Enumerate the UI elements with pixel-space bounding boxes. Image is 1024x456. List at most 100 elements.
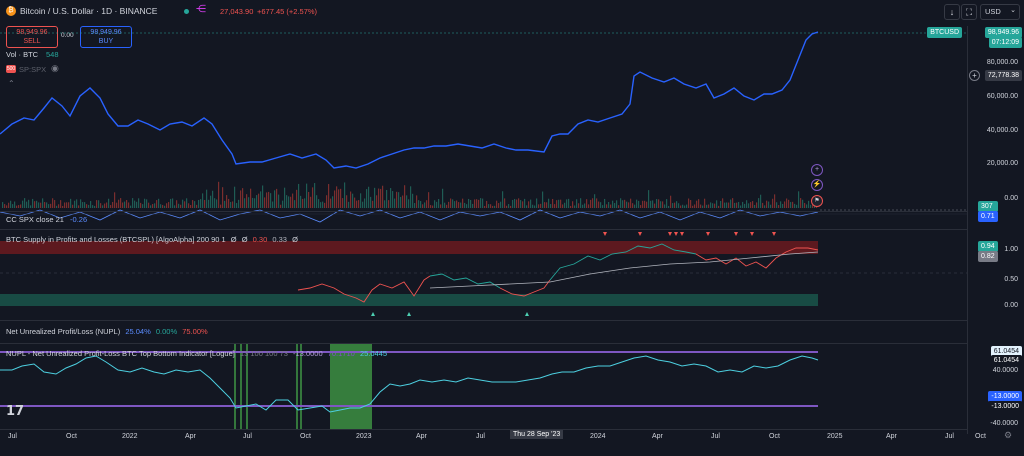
nupl-line <box>0 355 819 413</box>
price-label-0: 0.00 <box>1004 195 1018 202</box>
nupl-tb-title: NUPL - Net Unrealized Profit-Loss BTC To… <box>6 349 235 358</box>
pane-separator-4[interactable] <box>0 343 968 344</box>
time-label-oct21: Oct <box>66 433 77 440</box>
capitulation-zone-1 <box>330 344 372 430</box>
cc-value: -0.26 <box>70 215 88 224</box>
spl-green-line-2 <box>549 243 697 281</box>
time-label-jul22: Jul <box>243 433 252 440</box>
time-label-2025: 2025 <box>827 433 843 440</box>
us-flag-icon[interactable]: ⚑ <box>811 195 823 207</box>
capitulation-zone-lines <box>234 344 302 430</box>
pane-separator-3[interactable] <box>0 320 968 321</box>
symbol-title[interactable]: Bitcoin / U.S. Dollar · 1D · BINANCE <box>20 6 158 16</box>
pane-separator-2[interactable] <box>0 229 968 230</box>
lightning-icon[interactable]: ⚡ <box>811 179 823 191</box>
nupl-legend[interactable]: Net Unrealized Profit/Loss (NUPL) 25.04%… <box>6 327 208 336</box>
symbol-tag: BTCUSD <box>927 27 962 38</box>
btc-price-line <box>0 31 819 169</box>
crosshair-plus-icon[interactable]: + <box>969 70 980 81</box>
add-alert-icon[interactable]: + <box>811 164 823 176</box>
nupl-tb-value-3: 25.0445 <box>359 349 388 358</box>
compare-symbols-icon[interactable]: ⋲ <box>196 4 206 15</box>
spl-green-line <box>429 273 501 289</box>
cc-legend[interactable]: CC SPX close 21 -0.26 <box>6 215 87 224</box>
time-label-jul24: Jul <box>711 433 720 440</box>
crosshair-date-tag: Thu 28 Sep '23 <box>510 430 564 439</box>
nupl-tb-value-1: -13.0000 <box>293 349 323 358</box>
price-label-40000: 40,000.00 <box>986 127 1018 134</box>
bitcoin-logo-icon: ₿ <box>6 6 16 16</box>
cc-label: CC SPX close 21 <box>6 215 64 224</box>
spl-axis-2: 0.50 <box>1004 276 1018 283</box>
price-label-80000: 80,000.00 <box>986 59 1018 66</box>
download-icon[interactable]: ↓ <box>944 4 960 20</box>
spx-legend-label[interactable]: SP:SPX <box>19 65 47 74</box>
cc-tag: 0.71 <box>978 211 998 222</box>
spl-value-3: 0.30 <box>252 235 268 244</box>
spl-tag-1: 0.94 <box>978 241 998 252</box>
fullscreen-icon[interactable]: ⛶ <box>961 4 977 20</box>
settings-gear-icon[interactable]: ⚙ <box>1004 430 1013 440</box>
collapse-legend-icon[interactable]: ⌃ <box>8 79 15 88</box>
chevron-down-icon: ⌄ <box>1010 7 1016 14</box>
nupl-tb-params: 13 100 100 73 <box>239 349 288 358</box>
spl-red-line-2 <box>499 279 551 297</box>
nupl-value-1: 25.04% <box>125 327 151 336</box>
nupl-tb-value-2: 70.1710 <box>327 349 355 358</box>
spl-top-band <box>0 241 818 254</box>
time-label-apr25: Apr <box>886 433 897 440</box>
nupl-bottom-tag: -13.0000 <box>988 391 1022 402</box>
nupl-value-2: 0.00% <box>155 327 178 336</box>
time-label-oct25: Oct <box>975 433 986 440</box>
spl-red-line <box>297 275 431 303</box>
spl-red-line-3 <box>695 247 819 269</box>
nupl-bottom-tag-2: -13.0000 <box>988 401 1022 412</box>
time-label-oct22: Oct <box>300 433 311 440</box>
time-axis[interactable] <box>0 429 968 448</box>
time-label-2024: 2024 <box>590 433 606 440</box>
nupl-tb-legend[interactable]: NUPL - Net Unrealized Profit-Loss BTC To… <box>6 349 387 358</box>
ohlc-change: +677.45 (+2.57%) <box>257 7 318 16</box>
spl-axis-1: 1.00 <box>1004 246 1018 253</box>
spl-bottom-band <box>0 294 818 306</box>
crosshair-price-tag: 72,778.38 <box>984 70 1022 81</box>
buy-button[interactable]: 98,949.96 BUY <box>80 26 132 48</box>
time-label-jul23: Jul <box>476 433 485 440</box>
spl-value-2: Ø <box>241 235 248 244</box>
sell-label: SELL <box>23 38 41 45</box>
time-label-2023: 2023 <box>356 433 372 440</box>
volume-legend-value: 548 <box>46 50 59 59</box>
volume-tag: 307 <box>978 201 998 212</box>
tradingview-logo-icon[interactable]: 17 <box>6 404 25 419</box>
spl-axis-3: 0.00 <box>1004 302 1018 309</box>
time-label-oct24: Oct <box>769 433 780 440</box>
last-price-tag: 98,949.96 <box>984 27 1022 38</box>
pane-separator-1[interactable] <box>0 211 968 212</box>
time-label-jul21: Jul <box>8 433 17 440</box>
sell-button[interactable]: 98,949.96 SELL <box>6 26 58 48</box>
price-axis[interactable]: BTCUSD 98,949.96 07:12:09 80,000.00 + 72… <box>927 26 1024 434</box>
nupl-value-3: 75.00% <box>182 327 208 336</box>
nupl-top-tag: 61.0454 <box>990 346 1022 357</box>
time-label-2022: 2022 <box>122 433 138 440</box>
spl-legend[interactable]: BTC Supply in Profits and Losses (BTCSPL… <box>6 235 298 244</box>
buy-price: 98,949.96 <box>90 29 122 36</box>
chart-canvas[interactable] <box>0 26 968 456</box>
time-label-jul25: Jul <box>945 433 954 440</box>
currency-value: USD <box>985 7 1001 16</box>
spl-buy-markers <box>371 312 529 316</box>
spl-title: BTC Supply in Profits and Losses (BTCSPL… <box>6 235 226 244</box>
buy-label: BUY <box>98 38 114 45</box>
volume-legend-label[interactable]: Vol · BTC <box>6 50 39 59</box>
volume-bars <box>2 181 818 208</box>
nupl-axis-cut: -40.0000 <box>990 420 1018 427</box>
eye-icon[interactable]: ◉ <box>51 63 59 73</box>
currency-select[interactable]: USD ⌄ <box>980 4 1020 20</box>
price-label-20000: 20,000.00 <box>986 160 1018 167</box>
time-label-apr23: Apr <box>416 433 427 440</box>
spl-value-1: Ø <box>230 235 237 244</box>
nupl-current-tag: 61.0454 <box>990 355 1022 366</box>
spread-value: 0.00 <box>61 32 74 39</box>
sell-price: 98,949.96 <box>16 29 48 36</box>
time-label-apr24: Apr <box>652 433 663 440</box>
